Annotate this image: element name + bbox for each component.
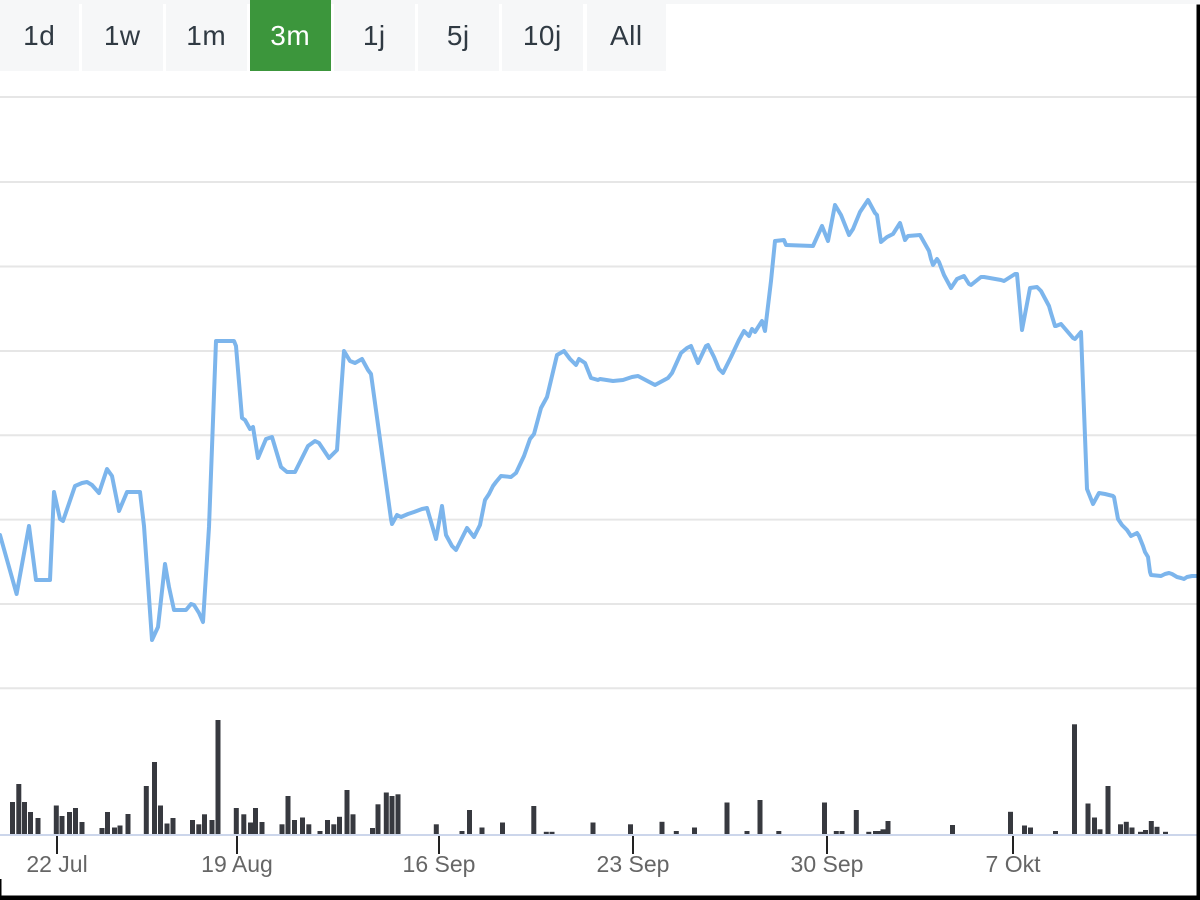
svg-text:23 Sep: 23 Sep [597,851,670,877]
svg-text:7 Okt: 7 Okt [986,851,1042,877]
svg-text:19 Aug: 19 Aug [201,851,273,877]
svg-text:30 Sep: 30 Sep [791,851,864,877]
svg-text:16 Sep: 16 Sep [403,851,476,877]
svg-text:22 Jul: 22 Jul [26,851,87,877]
